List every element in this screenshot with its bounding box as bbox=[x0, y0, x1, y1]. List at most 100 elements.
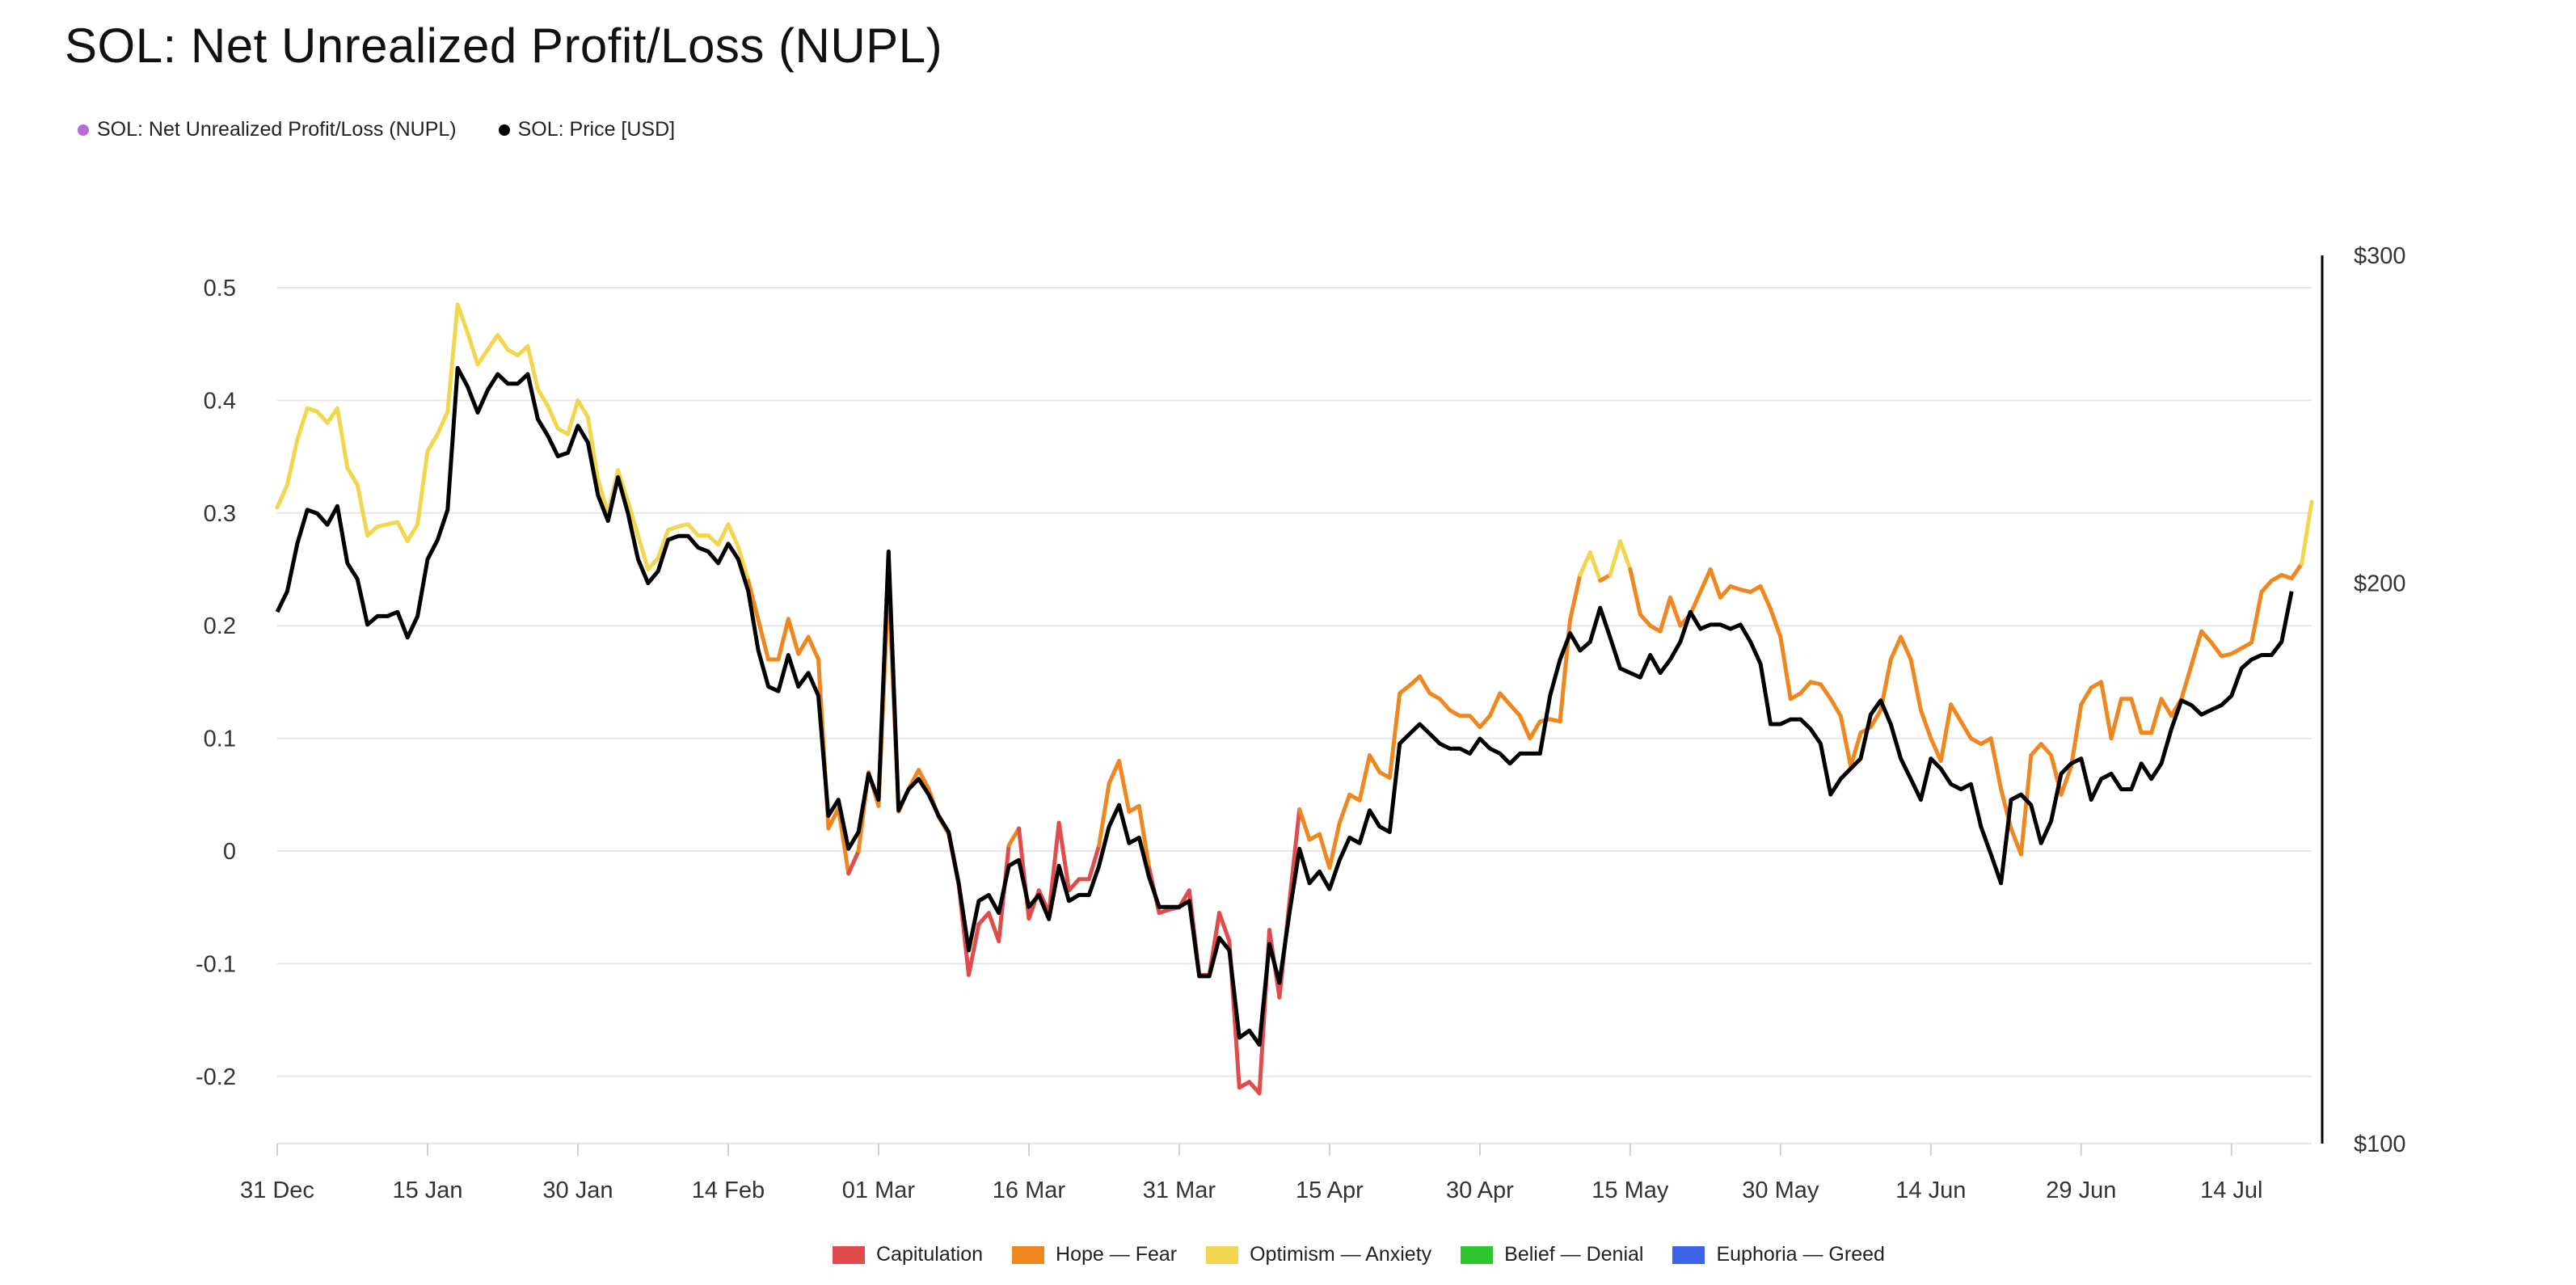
nupl-segment bbox=[776, 617, 791, 662]
nupl-segment bbox=[1578, 550, 1592, 577]
nupl-segment bbox=[1938, 702, 1954, 763]
top-legend: SOL: Net Unrealized Profit/Loss (NUPL) S… bbox=[78, 118, 675, 141]
nupl-segment bbox=[917, 768, 931, 791]
x-tick-label: 30 Apr bbox=[1446, 1178, 1514, 1203]
nupl-segment bbox=[2249, 589, 2264, 645]
price-legend-dot-icon bbox=[498, 124, 510, 136]
x-tick-label: 14 Jul bbox=[2200, 1178, 2262, 1203]
hope-fear-swatch-icon bbox=[1012, 1245, 1045, 1264]
nupl-segment bbox=[756, 617, 771, 662]
nupl-segment bbox=[275, 482, 289, 510]
zone-label-optimism-anxiety: Optimism — Anxiety bbox=[1250, 1243, 1432, 1266]
nupl-segment bbox=[1818, 682, 1833, 701]
nupl-segment bbox=[976, 911, 991, 927]
nupl-segment bbox=[796, 634, 811, 656]
nupl-segment bbox=[495, 333, 510, 352]
nupl-segment bbox=[2009, 826, 2023, 857]
nupl-segment bbox=[1327, 820, 1342, 870]
nupl-segment bbox=[445, 302, 460, 414]
nupl-segment bbox=[2099, 680, 2114, 741]
nupl-segment bbox=[2179, 663, 2194, 701]
nupl-segment bbox=[1417, 674, 1432, 696]
nupl-segment bbox=[1698, 567, 1713, 594]
x-axis: 31 Dec 15 Jan 30 Jan 14 Feb 01 Mar 16 Mar 31 M… bbox=[240, 1144, 2263, 1203]
y-right-tick-label: $200 bbox=[2354, 571, 2406, 597]
nupl-segment bbox=[635, 533, 651, 571]
x-tick-label: 01 Mar bbox=[842, 1178, 916, 1203]
nupl-legend-dot-icon bbox=[78, 124, 89, 136]
nupl-segment bbox=[1868, 708, 1883, 730]
zone-legend-item-hope-fear[interactable]: Hope — Fear bbox=[1012, 1243, 1177, 1266]
nupl-segment bbox=[1528, 719, 1542, 741]
price-series bbox=[275, 365, 2294, 1047]
nupl-segment bbox=[1608, 539, 1622, 577]
nupl-segment bbox=[415, 449, 430, 527]
nupl-segment bbox=[525, 343, 540, 391]
zone-legend-item-belief-denial[interactable]: Belief — Denial bbox=[1461, 1243, 1643, 1266]
nupl-segment bbox=[2300, 499, 2314, 567]
nupl-segment bbox=[2289, 562, 2304, 581]
nupl-segment bbox=[2038, 742, 2054, 758]
nupl-segment bbox=[1117, 758, 1132, 814]
nupl-segment bbox=[455, 302, 470, 335]
nupl-segment bbox=[2199, 629, 2214, 645]
nupl-segment bbox=[585, 415, 601, 482]
nupl-segment bbox=[1958, 719, 1973, 741]
y-left-tick-label: 0.3 bbox=[204, 501, 236, 527]
nupl-segment bbox=[746, 578, 761, 622]
euphoria-greed-swatch-icon bbox=[1672, 1245, 1705, 1264]
nupl-segment bbox=[2109, 697, 2123, 741]
nupl-segment bbox=[1437, 697, 1452, 713]
x-tick-label: 14 Feb bbox=[692, 1178, 765, 1203]
x-tick-label: 15 Jan bbox=[392, 1178, 462, 1203]
zone-legend-item-euphoria-greed[interactable]: Euphoria — Greed bbox=[1672, 1243, 1885, 1266]
legend-item-nupl[interactable]: SOL: Net Unrealized Profit/Loss (NUPL) bbox=[78, 118, 457, 141]
nupl-segment bbox=[685, 522, 701, 538]
nupl-segment bbox=[1798, 680, 1813, 696]
zone-label-capitulation: Capitulation bbox=[876, 1243, 984, 1266]
nupl-segment bbox=[425, 432, 440, 453]
gridlines bbox=[277, 287, 2312, 1144]
nupl-segment bbox=[2129, 697, 2144, 735]
nupl-segment bbox=[1708, 567, 1722, 600]
nupl-segment bbox=[786, 617, 801, 656]
x-tick-label: 15 May bbox=[1592, 1178, 1669, 1203]
nupl-segment bbox=[656, 528, 671, 561]
y-left-tick-label: -0.1 bbox=[196, 951, 236, 977]
zone-legend-item-optimism-anxiety[interactable]: Optimism — Anxiety bbox=[1206, 1243, 1431, 1266]
optimism-anxiety-swatch-icon bbox=[1206, 1245, 1239, 1264]
nupl-segment bbox=[1688, 589, 1703, 617]
zone-label-euphoria-greed: Euphoria — Greed bbox=[1716, 1243, 1885, 1266]
nupl-segment bbox=[2209, 640, 2224, 659]
nupl-segment bbox=[325, 406, 339, 425]
nupl-segment bbox=[295, 406, 310, 442]
nupl-segment bbox=[726, 522, 740, 550]
nupl-segment bbox=[626, 499, 640, 538]
zone-legend-item-capitulation[interactable]: Capitulation bbox=[833, 1243, 983, 1266]
nupl-segment bbox=[967, 922, 981, 977]
nupl-segment bbox=[2018, 753, 2034, 857]
nupl-segment bbox=[716, 522, 731, 547]
y-axis-left: 0.5 0.4 0.3 0.2 0.1 0 -0.1 -0.2 bbox=[196, 276, 236, 1090]
nupl-segment bbox=[736, 545, 751, 583]
nupl-segment bbox=[1136, 803, 1152, 870]
nupl-segment bbox=[1047, 820, 1061, 916]
nupl-segment bbox=[1658, 595, 1672, 634]
nupl-segment bbox=[535, 386, 550, 408]
nupl-series bbox=[275, 302, 2314, 1096]
y-left-tick-label: -0.2 bbox=[196, 1064, 236, 1090]
zone-legend: Capitulation Hope — Fear Optimism — Anxi… bbox=[833, 1243, 1885, 1266]
x-tick-label: 30 May bbox=[1742, 1178, 1819, 1203]
nupl-segment bbox=[1888, 634, 1904, 662]
zone-label-belief-denial: Belief — Denial bbox=[1504, 1243, 1644, 1266]
nupl-segment bbox=[345, 466, 360, 487]
nupl-segment bbox=[1107, 758, 1122, 786]
y-left-tick-label: 0.2 bbox=[204, 613, 236, 639]
nupl-segment bbox=[1988, 736, 2004, 791]
nupl-segment bbox=[1929, 736, 1943, 763]
y-left-tick-label: 0.5 bbox=[204, 276, 236, 301]
nupl-segment bbox=[1367, 753, 1382, 774]
legend-item-price[interactable]: SOL: Price [USD] bbox=[498, 118, 675, 141]
nupl-segment bbox=[2159, 697, 2173, 718]
